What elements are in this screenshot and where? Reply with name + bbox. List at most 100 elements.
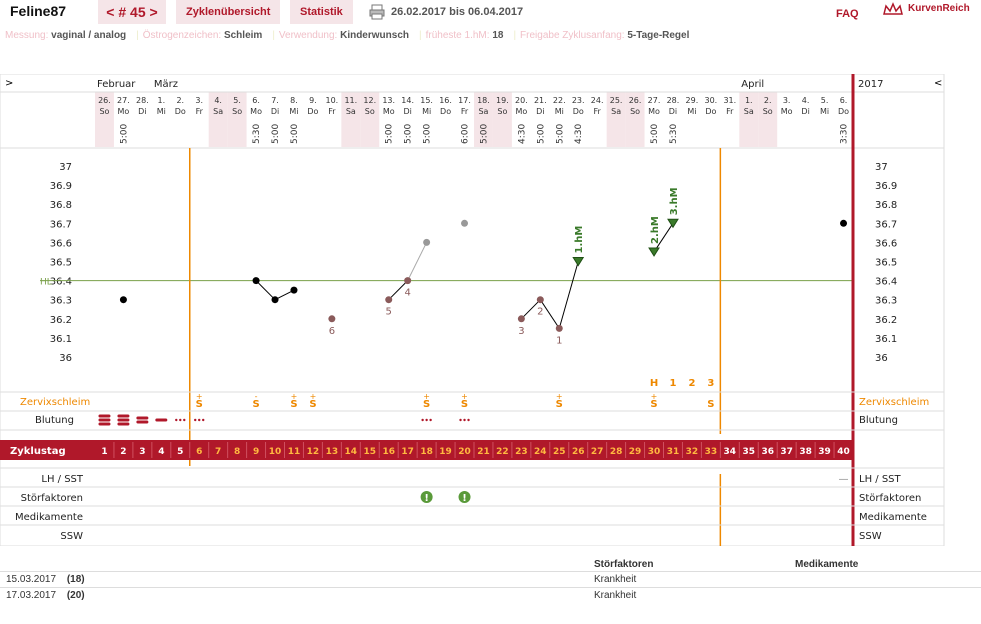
row-label-lh-right: LH / SST (859, 474, 902, 485)
y-tick-left: 36.6 (50, 238, 72, 249)
mucus-mark: S (556, 399, 563, 410)
y-tick-left: 36.3 (50, 296, 72, 307)
weekday-label: Di (669, 107, 677, 116)
arrow-right: < (934, 78, 942, 89)
row-label-ssw: SSW (60, 531, 83, 542)
spotting-mark (202, 418, 205, 422)
table-row: 15.03.2017 (18) (6, 574, 85, 585)
cycle-info: Messung: vaginal / analog | Östrogenzeiche… (5, 30, 695, 41)
cycle-day-number: 33 (705, 447, 718, 457)
cycle-day-number: 15 (364, 447, 377, 457)
day-number: 16. (439, 96, 452, 105)
day-number: 8. (290, 96, 298, 105)
spotting-mark (463, 418, 466, 422)
weekday-label: Sa (213, 107, 223, 116)
day-number: 4. (214, 96, 222, 105)
weekend-column (474, 92, 493, 147)
cycle-day-number: 7 (215, 447, 221, 457)
measure-time: 5:00 (271, 124, 281, 144)
day-number: 27. (117, 96, 130, 105)
row-label-bleeding: Blutung (35, 415, 74, 426)
day-number: 1. (745, 96, 753, 105)
row-label-meds: Medikamente (15, 512, 83, 523)
weekday-label: Fr (726, 107, 734, 116)
top-bar: Feline87 < # 45 > Zyklenübersicht Statis… (0, 0, 981, 26)
measure-time: 5:00 (119, 124, 129, 144)
mucus-quality: + (310, 392, 317, 401)
cycle-day-number: 35 (743, 447, 756, 457)
measure-time: 5:00 (404, 124, 414, 144)
weekday-label: Mo (515, 107, 527, 116)
y-tick-right: 36.7 (875, 219, 897, 230)
tab-statistics[interactable]: Statistik (290, 0, 353, 24)
temp-line (407, 242, 428, 281)
weekday-label: So (630, 107, 640, 116)
temp-point (555, 324, 563, 332)
temp-count-label: 5 (386, 307, 392, 318)
weekend-column (227, 92, 247, 147)
cycle-day-number: 6 (196, 447, 202, 457)
row-label-lh: LH / SST (41, 474, 84, 485)
temp-line (388, 280, 409, 301)
measure-time: 5:00 (536, 124, 546, 144)
row-disrupt: Krankheit (594, 590, 637, 601)
temp-count-label: 3 (518, 326, 524, 337)
temp-point (840, 219, 848, 227)
row-label-mucus-right: Zervixschleim (859, 397, 929, 408)
cycle-navigator[interactable]: < # 45 > (98, 0, 166, 24)
day-number: 1. (158, 96, 166, 105)
measure-time: 5:00 (423, 124, 433, 144)
day-number: 17. (458, 96, 471, 105)
cycle-day-number: 10 (269, 447, 282, 457)
cycle-day-number: 37 (780, 447, 793, 457)
weekday-label: Mi (422, 107, 431, 116)
row-day: (20) (66, 590, 85, 601)
weekday-label: Do (440, 107, 451, 116)
cycle-day-number: 30 (648, 447, 661, 457)
cycle-day-number: 5 (177, 447, 183, 457)
cycle-day-number: 26 (572, 447, 585, 457)
info-key: Verwendung: (278, 30, 341, 41)
day-number: 22. (553, 96, 566, 105)
disruption-icon: ! (424, 493, 429, 504)
hm-label: 1.hM (574, 226, 585, 254)
temp-line (558, 261, 579, 329)
day-number: 3. (195, 96, 203, 105)
weekday-label: Mo (250, 107, 262, 116)
day-number: 4. (802, 96, 810, 105)
day-number: 28. (136, 96, 149, 105)
row-label-disrupt-right: Störfaktoren (859, 493, 921, 504)
weekday-label: Mi (687, 107, 696, 116)
temp-point (423, 238, 431, 246)
row-label-disrupt: Störfaktoren (21, 493, 83, 504)
separator: | (419, 30, 422, 41)
cycle-day-number: 27 (591, 447, 604, 457)
y-tick-right: 36.4 (875, 277, 897, 288)
mucus-quality: + (651, 392, 658, 401)
bleeding-mark (117, 422, 130, 426)
day-number: 25. (610, 96, 623, 105)
tab-cycle-overview[interactable]: Zyklenübersicht (176, 0, 281, 24)
row-label-ssw-right: SSW (859, 531, 882, 542)
weekend-column (606, 92, 626, 147)
hm-label: 3.hM (669, 187, 680, 215)
day-number: 5. (821, 96, 829, 105)
day-number: 26. (629, 96, 642, 105)
month-label: Februar (97, 79, 136, 90)
weekday-label: Di (403, 107, 411, 116)
measure-time: 5:30 (669, 124, 679, 144)
faq-link[interactable]: FAQ (836, 8, 859, 20)
day-number: 3. (783, 96, 791, 105)
temp-count-label: 6 (329, 326, 335, 337)
cycle-day-number: 4 (158, 447, 164, 457)
temp-line (539, 299, 560, 329)
temp-point (461, 219, 469, 227)
info-key: früheste 1.hM: (425, 30, 493, 41)
info-value: Kinderwunsch (340, 30, 409, 41)
cycle-day-number: 21 (477, 447, 490, 457)
day-number: 6. (840, 96, 848, 105)
printer-icon[interactable] (369, 4, 385, 23)
separator: | (272, 30, 275, 41)
weekday-label: Mi (289, 107, 298, 116)
brand-logo[interactable]: KurvenReich (908, 3, 970, 14)
